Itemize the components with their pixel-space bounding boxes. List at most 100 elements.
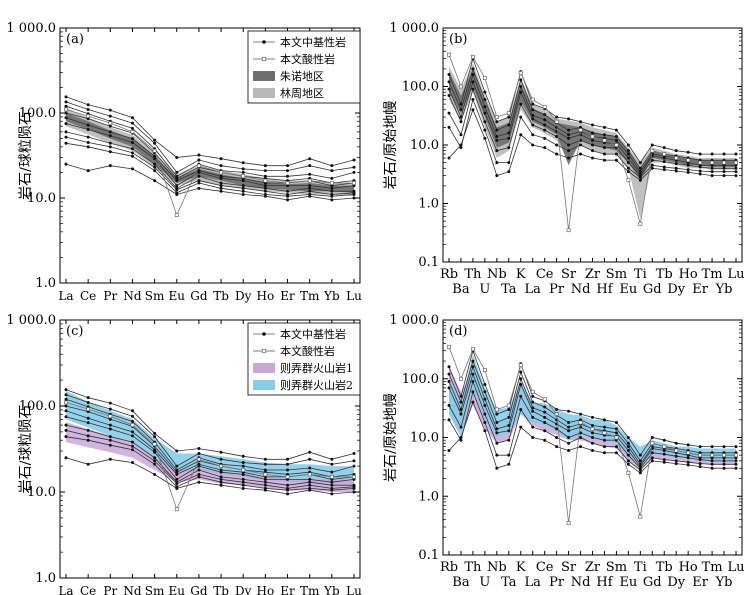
basic-point — [308, 480, 312, 484]
basic-point — [64, 130, 68, 134]
basic-point — [507, 136, 511, 140]
basic-point — [219, 189, 223, 193]
basic-point — [308, 157, 312, 161]
basic-point — [471, 97, 475, 101]
basic-point — [108, 150, 112, 154]
acid-point — [590, 134, 595, 139]
basic-point — [686, 443, 690, 447]
basic-point — [543, 410, 547, 414]
basic-point — [734, 462, 738, 466]
basic-point — [86, 400, 90, 404]
basic-point — [483, 397, 487, 401]
basic-point — [483, 90, 487, 94]
basic-point — [175, 482, 179, 486]
basic-point — [263, 174, 267, 178]
x-tick-label: Tm — [300, 584, 320, 595]
y-tick-label: 1.0 — [418, 197, 439, 212]
basic-point — [241, 480, 245, 484]
x-tick-label: La — [525, 282, 542, 297]
basic-point — [674, 149, 678, 153]
acid-point — [86, 114, 91, 118]
legend-swatch — [253, 380, 275, 390]
basic-point — [330, 189, 334, 193]
basic-point — [130, 126, 134, 130]
acid-point — [734, 453, 738, 458]
basic-point — [519, 394, 523, 398]
basic-point — [543, 438, 547, 442]
basic-point — [626, 149, 630, 153]
basic-point — [734, 166, 738, 170]
acid-point — [219, 170, 223, 175]
basic-point — [495, 134, 499, 138]
basic-point — [86, 396, 90, 400]
basic-point — [698, 152, 702, 156]
basic-point — [352, 170, 356, 174]
basic-point — [241, 189, 245, 193]
basic-point — [263, 164, 267, 168]
basic-point — [330, 480, 334, 484]
basic-series-line-2 — [65, 398, 355, 473]
basic-point — [64, 100, 68, 104]
basic-point — [130, 121, 134, 125]
acid-point — [482, 76, 487, 80]
x-tick-label: Hf — [596, 575, 613, 590]
basic-point — [614, 451, 618, 455]
basic-point — [459, 400, 463, 404]
basic-point — [519, 133, 523, 137]
basic-point — [447, 94, 451, 98]
x-tick-label: Nb — [487, 267, 507, 282]
basic-point — [197, 447, 201, 451]
basic-point — [507, 407, 511, 411]
basic-point — [330, 176, 334, 180]
acid-series-line-0 — [65, 109, 354, 217]
basic-point — [495, 421, 499, 425]
x-tick-label: Ho — [257, 584, 275, 595]
basic-point — [543, 128, 547, 132]
basic-point — [330, 470, 334, 474]
basic-point — [86, 135, 90, 139]
basic-point — [64, 141, 68, 145]
acid-point — [447, 344, 451, 349]
acid-point — [614, 143, 619, 147]
basic-point — [698, 458, 702, 462]
basic-point — [447, 125, 451, 129]
acid-point — [578, 420, 583, 425]
x-tick-label: Ce — [80, 584, 96, 595]
acid-point — [650, 148, 655, 153]
basic-point — [447, 111, 451, 115]
basic-point — [507, 429, 511, 433]
basic-point — [219, 470, 223, 474]
x-tick-label: Zr — [585, 267, 601, 282]
basic-point — [638, 178, 642, 182]
acid-point — [447, 52, 451, 57]
basic-point — [86, 107, 90, 111]
basic-point — [64, 456, 68, 460]
basic-point — [86, 428, 90, 432]
basic-point — [662, 458, 666, 462]
basic-point — [531, 123, 535, 127]
x-tick-label: Ta — [501, 575, 517, 590]
legend-label: 本文酸性岩 — [280, 52, 335, 66]
acid-point — [329, 181, 334, 185]
basic-point — [483, 421, 487, 425]
basic-point — [175, 155, 179, 159]
basic-point — [602, 133, 606, 137]
basic-point — [130, 434, 134, 438]
basic-point — [153, 462, 157, 466]
acid-point — [241, 468, 246, 472]
y-tick-label: 1 000.0 — [389, 21, 439, 36]
x-tick-label: Dy — [235, 584, 252, 595]
basic-point — [130, 147, 134, 151]
acid-point — [108, 414, 113, 419]
basic-point — [459, 425, 463, 429]
basic-point — [543, 123, 547, 127]
x-tick-label: Pr — [549, 282, 565, 297]
basic-point — [638, 459, 642, 463]
basic-point — [531, 409, 535, 413]
basic-point — [175, 464, 179, 468]
y-axis-label: 岩石/原始地幔 — [383, 101, 399, 190]
basic-point — [710, 166, 714, 170]
basic-point — [330, 492, 334, 496]
